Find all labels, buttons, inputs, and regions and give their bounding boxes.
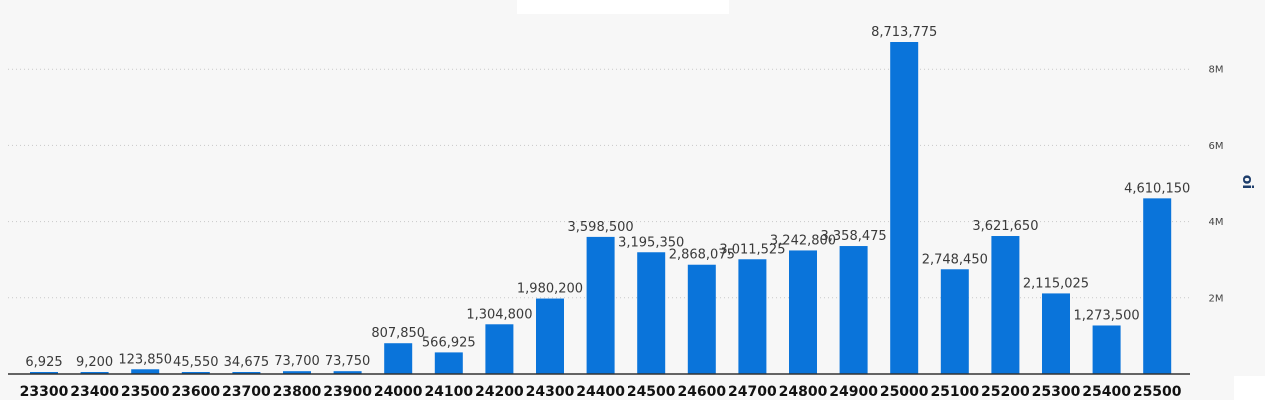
bar-24500	[637, 252, 666, 374]
data-label-24200: 1,304,800	[466, 307, 532, 322]
x-tick-24200: 24200	[475, 384, 524, 400]
x-tick-24600: 24600	[677, 384, 726, 400]
data-label-23400: 9,200	[76, 355, 113, 370]
x-tick-24400: 24400	[576, 384, 625, 400]
x-tick-25400: 25400	[1082, 384, 1131, 400]
data-label-24400: 3,598,500	[568, 220, 634, 235]
bar-24000	[384, 343, 413, 374]
bar-25100	[940, 269, 969, 374]
data-label-23500: 123,850	[118, 352, 172, 367]
x-tick-24900: 24900	[829, 384, 878, 400]
bar-23500	[131, 369, 160, 374]
bar-24400	[586, 236, 615, 374]
x-tick-23800: 23800	[273, 384, 322, 400]
bar-23800	[283, 371, 311, 374]
x-tick-23600: 23600	[171, 384, 220, 400]
data-label-23800: 73,700	[274, 354, 320, 369]
x-tick-25100: 25100	[930, 384, 979, 400]
data-label-24700: 3,011,525	[719, 242, 785, 257]
bar-24800	[789, 250, 817, 374]
x-tick-25500: 25500	[1133, 384, 1182, 400]
x-tick-23900: 23900	[323, 384, 372, 400]
y-axis-title: oi	[1239, 175, 1255, 189]
corner-blank-panel	[1234, 376, 1265, 400]
data-label-24000: 807,850	[371, 326, 425, 341]
y-tick-label: 8M	[1209, 65, 1224, 76]
x-tick-24300: 24300	[526, 384, 575, 400]
x-tick-25300: 25300	[1032, 384, 1081, 400]
bar-25300	[1042, 293, 1070, 374]
x-tick-24100: 24100	[424, 384, 473, 400]
bar-25500	[1143, 198, 1172, 374]
y-axis-ticks: 2M 4M 6M 8M	[1209, 65, 1224, 305]
bar-24200	[485, 324, 514, 374]
top-blank-panel	[517, 0, 729, 14]
bar-24300	[536, 298, 564, 374]
bar-23300	[30, 372, 58, 374]
x-tick-23400: 23400	[70, 384, 119, 400]
x-tick-24800: 24800	[779, 384, 828, 400]
bar-23600	[181, 372, 210, 374]
data-label-24800: 3,242,800	[770, 233, 836, 248]
bar-25200	[991, 236, 1020, 374]
x-tick-25000: 25000	[880, 384, 929, 400]
data-label-25500: 4,610,150	[1124, 181, 1190, 196]
data-label-23900: 73,750	[325, 354, 371, 369]
bar-23700	[232, 372, 261, 374]
bar-25400	[1092, 325, 1121, 374]
bars	[30, 42, 1172, 374]
data-label-24600: 2,868,075	[669, 248, 735, 263]
data-label-25200: 3,621,650	[972, 219, 1038, 234]
x-tick-23300: 23300	[20, 384, 69, 400]
data-label-24500: 3,195,350	[618, 235, 684, 250]
x-tick-25200: 25200	[981, 384, 1030, 400]
data-label-24100: 566,925	[422, 335, 476, 350]
x-tick-23700: 23700	[222, 384, 271, 400]
data-label-24300: 1,980,200	[517, 282, 583, 297]
x-tick-24500: 24500	[627, 384, 676, 400]
data-label-25300: 2,115,025	[1023, 276, 1089, 291]
data-label-24900: 3,358,475	[821, 229, 887, 244]
y-tick-label: 4M	[1209, 217, 1224, 228]
bar-24700	[738, 259, 767, 374]
data-label-25100: 2,748,450	[922, 252, 988, 267]
y-tick-label: 6M	[1209, 141, 1224, 152]
data-label-23600: 45,550	[173, 355, 219, 370]
x-tick-24700: 24700	[728, 384, 777, 400]
data-label-23700: 34,675	[224, 355, 270, 370]
bar-24600	[687, 264, 716, 374]
bar-24900	[839, 246, 868, 374]
data-label-25000: 8,713,775	[871, 25, 937, 40]
x-axis-ticks: 23300 23400 23500 23600 23700 23800 23900 24000…	[20, 384, 1182, 400]
data-labels: 6,925 9,200 123,850 45,550 34,675 73,700 73,75…	[25, 25, 1190, 370]
x-tick-24000: 24000	[374, 384, 423, 400]
bar-24100	[434, 352, 463, 374]
data-label-23300: 6,925	[25, 355, 62, 370]
data-label-25400: 1,273,500	[1074, 308, 1140, 323]
bar-23400	[80, 372, 109, 374]
bar-25000	[890, 42, 919, 374]
y-tick-label: 2M	[1209, 293, 1224, 304]
x-tick-23500: 23500	[121, 384, 170, 400]
bar-23900	[333, 371, 362, 374]
